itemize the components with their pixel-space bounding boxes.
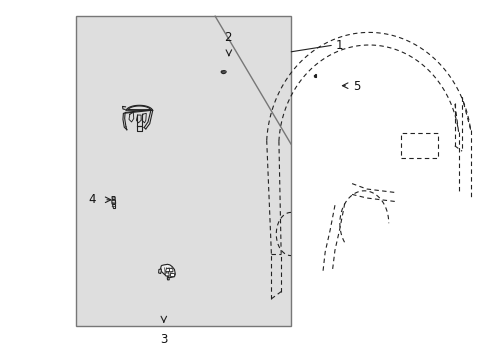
Polygon shape bbox=[165, 268, 168, 271]
Polygon shape bbox=[169, 273, 173, 276]
Polygon shape bbox=[169, 269, 173, 272]
Polygon shape bbox=[161, 264, 175, 278]
Text: 2: 2 bbox=[223, 31, 231, 44]
Polygon shape bbox=[164, 273, 169, 276]
Text: 5: 5 bbox=[352, 80, 360, 93]
Text: 1: 1 bbox=[335, 39, 343, 51]
Text: 4: 4 bbox=[88, 193, 96, 206]
Bar bbox=[314, 75, 316, 77]
Polygon shape bbox=[112, 197, 115, 199]
Text: 3: 3 bbox=[160, 333, 167, 346]
Polygon shape bbox=[112, 204, 115, 208]
Polygon shape bbox=[221, 71, 226, 74]
Polygon shape bbox=[158, 269, 161, 274]
Polygon shape bbox=[112, 200, 115, 204]
Bar bbox=[76, 16, 290, 326]
Polygon shape bbox=[167, 278, 169, 280]
